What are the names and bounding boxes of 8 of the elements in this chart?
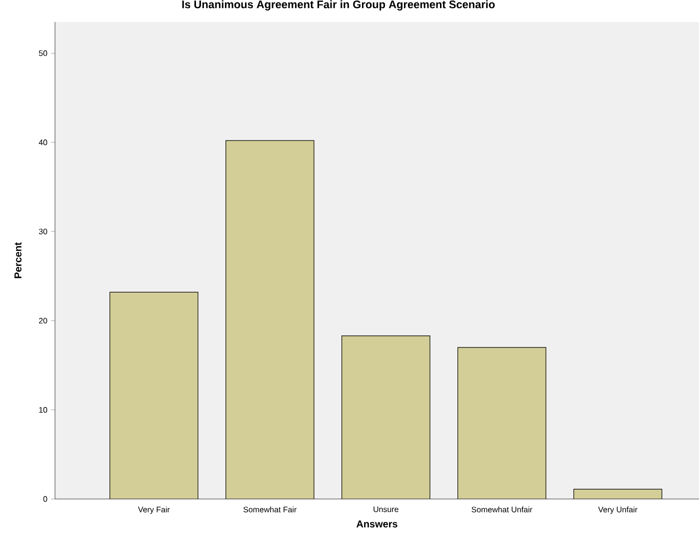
bar <box>458 347 546 499</box>
bar <box>226 140 314 499</box>
bar <box>573 488 662 499</box>
bar <box>342 336 430 499</box>
y-axis-title: Percent <box>14 242 22 278</box>
x-axis-title: Answers <box>356 520 398 528</box>
chart-title: Is Unanimous Agreement Fair in Group Agreement Scenario <box>182 0 495 11</box>
bar <box>110 292 198 499</box>
